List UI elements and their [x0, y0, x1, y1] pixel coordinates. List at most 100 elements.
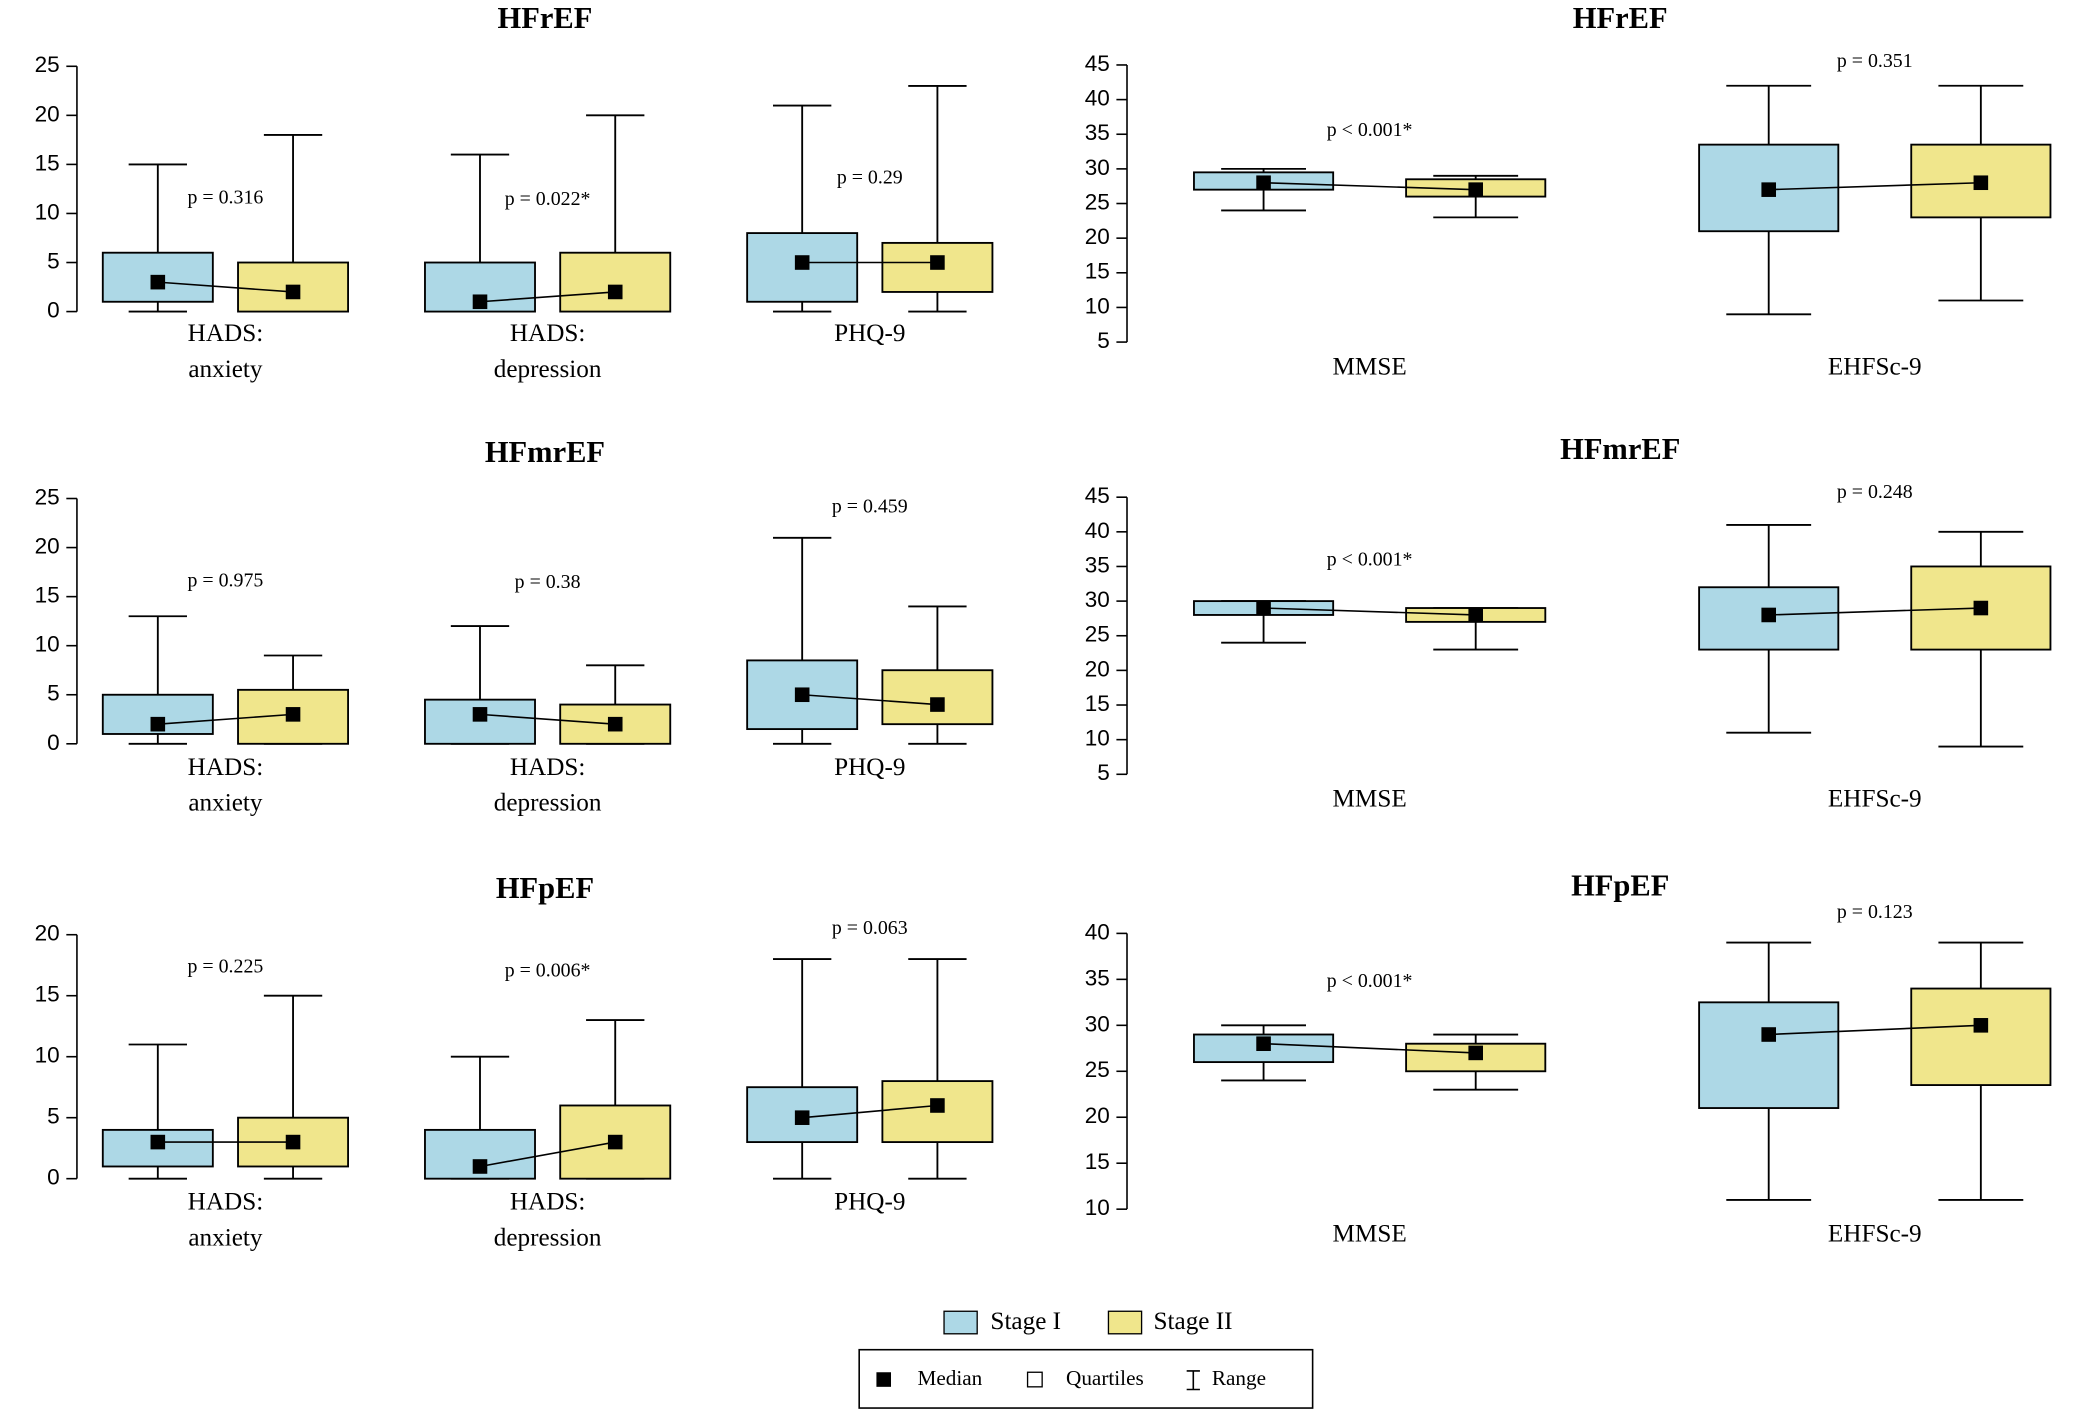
median-connector	[1768, 607, 1981, 616]
median	[285, 1134, 301, 1150]
median	[1468, 607, 1483, 623]
x-tick-label: PHQ-9	[834, 320, 905, 347]
y-tick-label: 5	[47, 681, 60, 706]
median	[472, 294, 488, 310]
median	[1973, 1018, 1989, 1033]
y-tick-label: 45	[1085, 51, 1110, 76]
y-tick-label: 10	[35, 632, 60, 657]
x-tick-label: anxiety	[188, 1224, 263, 1251]
x-tick-label: depression	[494, 356, 602, 383]
p-value: p = 0.38	[515, 571, 581, 593]
p-value: p = 0.316	[188, 186, 264, 208]
y-tick-label: 0	[47, 730, 60, 755]
median-connector	[1263, 181, 1476, 191]
x-tick-label: HADS:	[510, 754, 586, 781]
chart-title: HFrEF	[1573, 1, 1668, 35]
x-tick-label: HADS:	[510, 320, 586, 347]
x-tick-label: PHQ-9	[834, 1189, 905, 1216]
p-value: p = 0.225	[188, 955, 264, 977]
median-connector	[479, 713, 616, 725]
symbol-legend-box	[858, 1348, 1314, 1409]
median	[1256, 1036, 1271, 1051]
y-tick-label: 20	[1085, 1103, 1110, 1128]
median	[1761, 182, 1777, 197]
x-tick-label: HADS:	[188, 1189, 264, 1216]
y-tick-label: 15	[35, 150, 60, 175]
median	[1468, 182, 1483, 197]
median	[607, 1134, 623, 1150]
y-tick-label: 0	[47, 298, 60, 323]
y-tick-label: 15	[35, 982, 60, 1007]
box	[881, 669, 994, 726]
y-tick-label: 30	[1085, 1011, 1110, 1036]
median	[1256, 175, 1271, 191]
p-value: p = 0.123	[1837, 901, 1913, 923]
legend-swatch	[1107, 1310, 1143, 1335]
chart-title: HFmrEF	[1560, 432, 1680, 466]
x-tick-label: PHQ-9	[834, 754, 905, 781]
p-value: p = 0.022*	[505, 188, 591, 210]
y-tick-label: 15	[1085, 259, 1110, 284]
p-value: p = 0.975	[188, 570, 264, 592]
median	[1256, 600, 1271, 616]
chart-title: HFmrEF	[485, 435, 605, 469]
y-tick-label: 40	[1085, 86, 1110, 111]
p-value: p < 0.001*	[1327, 548, 1413, 570]
y-tick-label: 15	[1085, 691, 1110, 716]
y-tick-label: 25	[35, 484, 60, 509]
legend-swatch	[943, 1310, 978, 1335]
y-tick-label: 10	[1085, 293, 1110, 318]
median	[607, 716, 623, 732]
y-tick-label: 25	[1085, 189, 1110, 214]
chart-title: HFrEF	[498, 1, 593, 35]
box	[559, 251, 672, 313]
median	[472, 707, 488, 722]
median	[150, 274, 166, 290]
median	[930, 1098, 945, 1113]
y-tick-label: 5	[47, 1104, 60, 1129]
median-connector	[802, 1104, 938, 1119]
median-connector	[1263, 607, 1476, 616]
y-tick-label: 25	[1085, 1057, 1110, 1082]
legend-label: Range	[1212, 1366, 1266, 1390]
median	[794, 1110, 810, 1125]
median	[1761, 607, 1777, 623]
median-connector	[1263, 1042, 1476, 1054]
range-symbol	[1186, 1370, 1200, 1391]
y-tick-label: 20	[35, 534, 60, 559]
x-tick-label: HADS:	[188, 320, 264, 347]
y-tick-label: 45	[1085, 483, 1110, 508]
y-tick-label: 40	[1085, 518, 1110, 543]
legend-label: Quartiles	[1066, 1366, 1144, 1390]
median-connector	[479, 1141, 616, 1168]
x-tick-label: MMSE	[1333, 353, 1407, 380]
median	[930, 255, 945, 270]
y-tick-label: 10	[1085, 1195, 1110, 1220]
x-tick-label: EHFSc-9	[1828, 353, 1922, 380]
y-tick-label: 10	[35, 1043, 60, 1068]
p-value: p = 0.006*	[505, 959, 591, 981]
x-tick-label: MMSE	[1333, 1220, 1407, 1247]
x-tick-label: depression	[494, 790, 602, 817]
x-tick-label: MMSE	[1333, 786, 1407, 813]
x-tick-label: depression	[494, 1224, 602, 1251]
p-value: p = 0.248	[1837, 481, 1913, 503]
y-tick-label: 35	[1085, 120, 1110, 145]
p-value: p = 0.29	[837, 167, 903, 189]
y-tick-label: 20	[35, 921, 60, 946]
median	[285, 707, 301, 722]
median	[794, 687, 810, 703]
median	[794, 255, 810, 270]
y-tick-label: 0	[47, 1165, 60, 1190]
legend-label: Median	[918, 1366, 983, 1390]
y-tick-label: 20	[35, 101, 60, 126]
x-tick-label: anxiety	[188, 790, 263, 817]
p-value: p = 0.459	[832, 495, 908, 517]
y-tick-label: 25	[35, 52, 60, 77]
median	[1761, 1027, 1777, 1042]
median-connector	[157, 281, 294, 293]
p-value: p = 0.351	[1837, 50, 1913, 72]
x-tick-label: EHFSc-9	[1828, 1220, 1922, 1247]
